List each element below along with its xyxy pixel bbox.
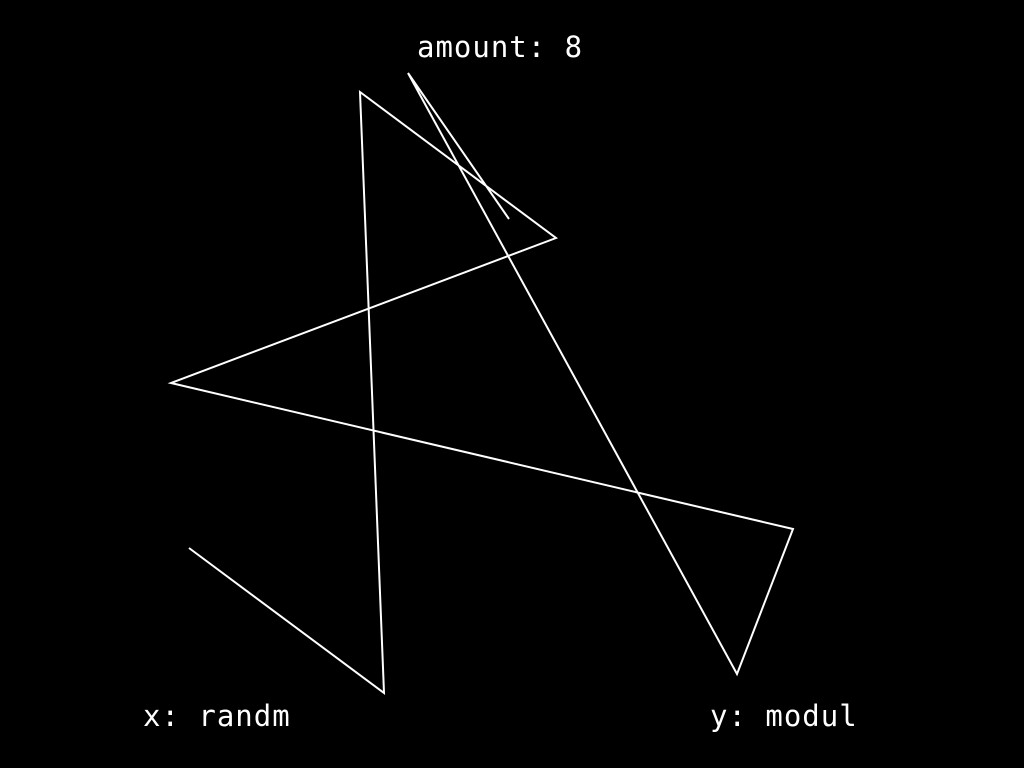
y-mode-label: y: modul	[710, 699, 858, 733]
x-mode-label: x: randm	[143, 699, 291, 733]
polyline-path	[167, 72, 795, 696]
amount-label: amount: 8	[417, 30, 584, 64]
